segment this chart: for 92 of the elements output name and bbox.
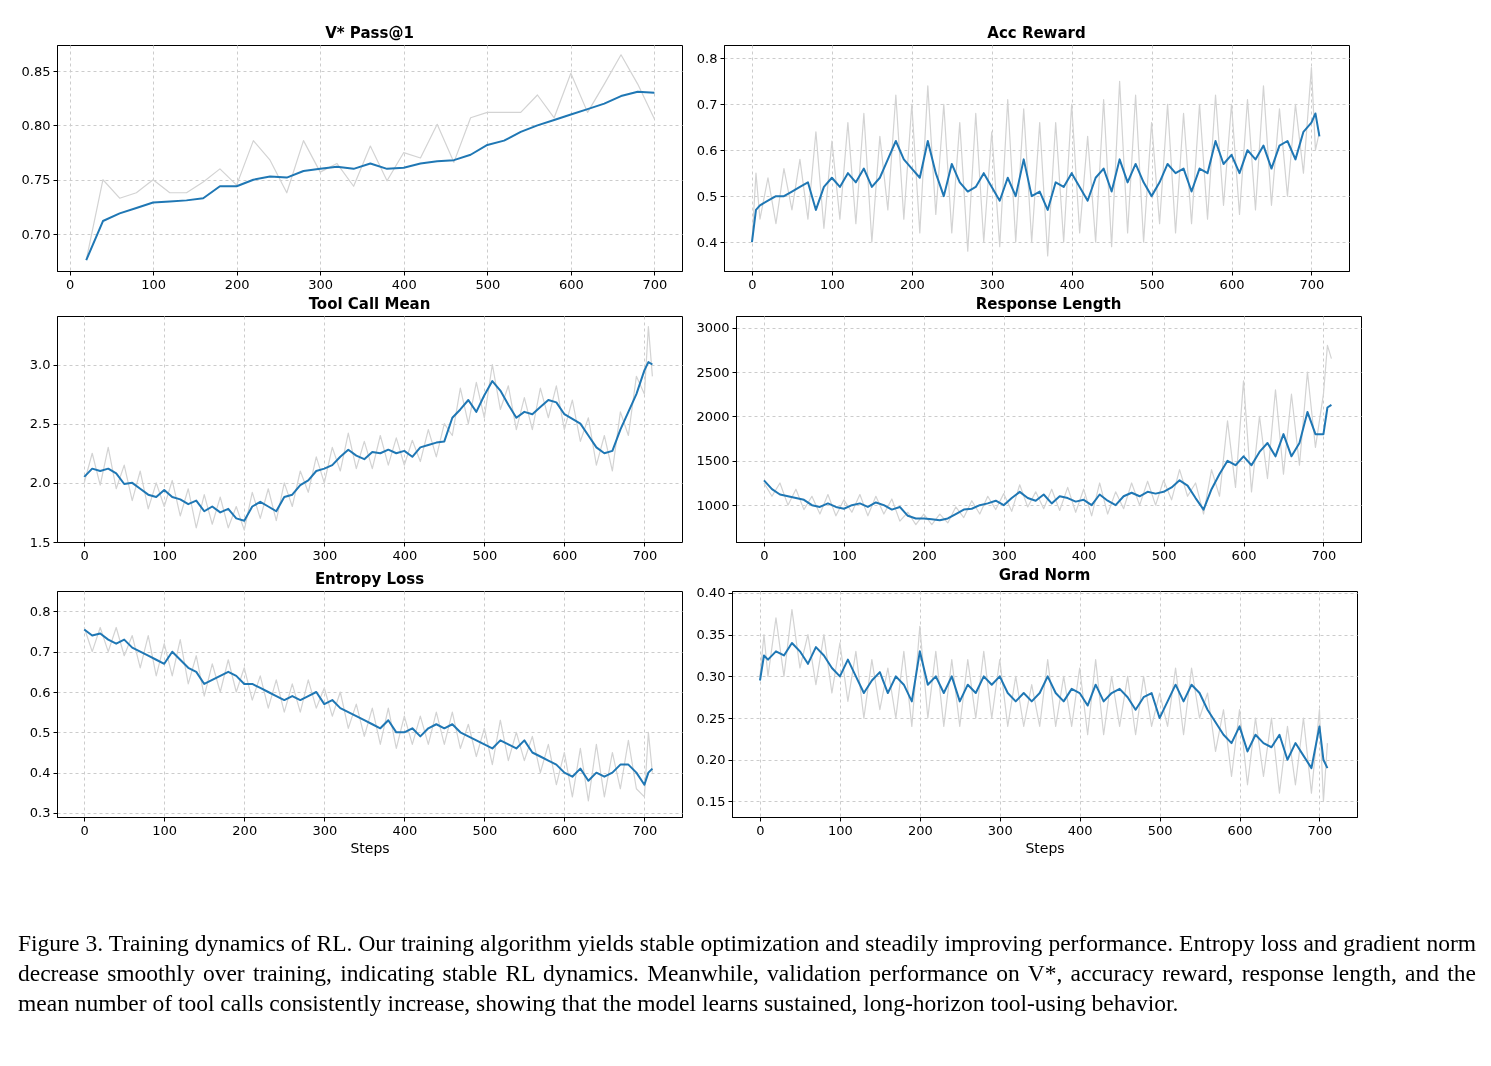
x-tick-label: 500 — [472, 547, 498, 563]
x-tick-label: 400 — [1067, 822, 1093, 838]
x-tick-label: 100 — [827, 822, 853, 838]
x-tick-label: 0 — [80, 822, 89, 838]
x-tick-label: 100 — [141, 276, 166, 292]
x-tick-label: 300 — [991, 547, 1017, 563]
x-tick-label: 200 — [232, 822, 258, 838]
y-tick-label: 0.85 — [21, 63, 51, 79]
x-tick-label: 600 — [552, 822, 578, 838]
chart-title: Response Length — [975, 295, 1122, 313]
y-tick-label: 3.0 — [29, 357, 51, 373]
x-tick-label: 300 — [312, 822, 338, 838]
x-tick-label: 0 — [65, 276, 75, 292]
y-tick-label: 0.6 — [696, 142, 718, 158]
y-tick-label: 0.40 — [696, 585, 726, 601]
chart-title: Acc Reward — [987, 24, 1086, 42]
x-tick-label: 300 — [308, 276, 334, 292]
x-tick-label: 0 — [80, 547, 89, 563]
y-tick-label: 0.8 — [696, 50, 718, 66]
x-tick-label: 700 — [632, 822, 658, 838]
x-tick-label: 600 — [1231, 547, 1257, 563]
y-tick-label: 1000 — [696, 497, 730, 513]
y-tick-label: 2.0 — [29, 475, 51, 491]
x-tick-label: 600 — [552, 547, 578, 563]
y-tick-label: 0.4 — [29, 765, 51, 781]
chart-title: Entropy Loss — [314, 570, 425, 588]
line-series — [750, 112, 1321, 244]
x-tick-label: 200 — [224, 276, 250, 292]
chart-title: V* Pass@1 — [325, 24, 414, 42]
caption: Figure 3. Training dynamics of RL. Our training algorithm yields stable optimization and steadily improving performance. Entropy loss and gradient norm decrease smoothly over training, indicating stable RL dynamics. Meanwhile, validation performance on V*, accuracy reward, response length, and the mean number of tool calls consistently increase, showing that the model learns sustained, long-horizon tool-using behavior. — [18, 929, 1476, 1018]
y-tick-label: 2000 — [696, 408, 730, 424]
x-tick-label: 700 — [632, 547, 658, 563]
y-tick-label: 0.6 — [29, 684, 51, 700]
y-tick-label: 1.5 — [29, 534, 51, 550]
y-tick-label: 2.5 — [29, 416, 51, 432]
x-tick-label: 600 — [558, 276, 584, 292]
line-series — [83, 361, 654, 522]
y-tick-label: 0.80 — [21, 117, 51, 133]
y-tick-label: 1500 — [696, 453, 730, 469]
line-series — [758, 641, 1329, 770]
x-tick-label: 700 — [1311, 547, 1337, 563]
y-tick-label: 0.75 — [21, 172, 51, 188]
y-tick-label: 0.15 — [696, 793, 726, 809]
x-tick-label: 600 — [1219, 276, 1245, 292]
y-tick-label: 0.70 — [21, 226, 51, 242]
x-tick-label: 0 — [748, 276, 757, 292]
y-tick-label: 0.20 — [696, 752, 726, 768]
line-series — [85, 90, 656, 262]
x-axis-title: Steps — [350, 839, 390, 856]
chart-title: Tool Call Mean — [308, 295, 431, 313]
x-tick-label: 500 — [475, 276, 501, 292]
x-tick-label: 400 — [1071, 547, 1097, 563]
y-tick-label: 0.7 — [696, 96, 718, 112]
x-tick-label: 300 — [987, 822, 1013, 838]
x-tick-label: 100 — [152, 822, 178, 838]
y-tick-label: 0.25 — [696, 710, 726, 726]
x-tick-label: 400 — [1059, 276, 1085, 292]
x-tick-label: 400 — [392, 547, 418, 563]
x-axis-title: Steps — [1025, 839, 1065, 856]
x-tick-label: 100 — [152, 547, 178, 563]
x-tick-label: 700 — [642, 276, 668, 292]
x-tick-label: 0 — [760, 547, 769, 563]
x-tick-label: 500 — [1147, 822, 1173, 838]
y-tick-label: 0.35 — [696, 627, 726, 643]
x-tick-label: 600 — [1227, 822, 1253, 838]
chart-title: Grad Norm — [998, 565, 1091, 584]
y-tick-label: 0.5 — [29, 724, 51, 740]
y-tick-label: 0.8 — [29, 603, 51, 619]
x-tick-label: 200 — [899, 276, 925, 292]
y-tick-label: 0.4 — [696, 234, 718, 250]
y-tick-label: 0.30 — [696, 668, 726, 684]
x-tick-label: 500 — [1139, 276, 1165, 292]
y-tick-label: 3000 — [696, 320, 730, 336]
x-tick-label: 400 — [392, 822, 418, 838]
x-tick-label: 700 — [1299, 276, 1325, 292]
x-tick-label: 500 — [472, 822, 498, 838]
x-tick-label: 300 — [979, 276, 1005, 292]
x-tick-label: 500 — [1151, 547, 1177, 563]
x-tick-label: 300 — [312, 547, 338, 563]
x-tick-label: 100 — [819, 276, 845, 292]
x-tick-label: 200 — [232, 547, 258, 563]
x-tick-label: 200 — [911, 547, 937, 563]
x-tick-label: 100 — [831, 547, 857, 563]
y-tick-label: 0.5 — [696, 188, 718, 204]
x-tick-label: 200 — [907, 822, 933, 838]
x-tick-label: 700 — [1307, 822, 1333, 838]
line-series — [762, 403, 1333, 522]
y-tick-label: 0.3 — [29, 805, 51, 821]
y-tick-label: 0.7 — [29, 644, 51, 660]
y-tick-label: 2500 — [696, 364, 730, 380]
x-tick-label: 0 — [756, 822, 765, 838]
x-tick-label: 400 — [391, 276, 417, 292]
